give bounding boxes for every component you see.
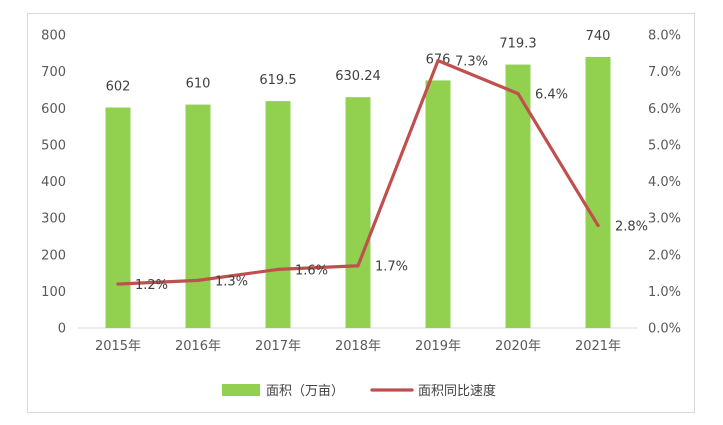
y-left-tick-label: 200 [41,248,66,263]
bar [345,97,371,329]
line-point [516,92,520,96]
bar [505,64,531,329]
y-right-tick-label: 3.0% [648,212,681,227]
legend-swatch-area [222,384,260,396]
bar-data-label: 719.3 [499,37,536,52]
y-left-tick-label: 100 [41,285,66,300]
bar [585,56,611,328]
line-data-label: 7.3% [455,55,488,70]
y-right-tick-label: 4.0% [648,175,681,190]
y-left-tick-label: 300 [41,212,66,227]
y-right-tick-label: 1.0% [648,285,681,300]
y-right-tick-label: 7.0% [648,65,681,80]
line-data-label: 2.8% [615,219,648,234]
bar-data-label: 610 [186,77,211,92]
legend-label-area: 面积（万亩） [266,383,344,399]
y-left-tick-label: 400 [41,175,66,190]
x-tick-label: 2017年 [255,339,301,354]
x-tick-label: 2018年 [335,339,381,354]
y-right-tick-label: 2.0% [648,248,681,263]
x-tick-label: 2021年 [575,339,621,354]
y-right-tick-label: 8.0% [648,29,681,44]
bar [105,107,131,328]
y-right-tick-label: 6.0% [648,102,681,117]
line-point [436,59,440,63]
y-left-tick-label: 0 [58,322,66,337]
bar-data-label: 740 [586,29,611,44]
line-point [116,282,120,286]
bar [265,101,291,328]
line-point [196,278,200,282]
bar-data-label: 619.5 [259,73,296,88]
bar-data-label: 630.24 [335,69,381,84]
y-left-tick-label: 600 [41,102,66,117]
y-left-tick-label: 700 [41,65,66,80]
line-point [596,223,600,228]
bar [425,80,451,328]
x-tick-label: 2015年 [95,339,141,354]
line-point [356,264,360,268]
bar-data-label: 602 [106,80,131,95]
legend-label-rate: 面积同比速度 [418,383,496,399]
line-data-label: 1.7% [375,260,408,275]
line-point [276,267,280,271]
x-tick-label: 2019年 [415,339,461,354]
y-right-tick-label: 5.0% [648,138,681,153]
x-tick-label: 2016年 [175,339,221,354]
line-data-label: 1.3% [215,274,248,289]
line-data-label: 1.6% [295,263,328,278]
line-data-label: 1.2% [135,278,168,293]
y-left-tick-label: 800 [41,29,66,44]
y-left-tick-label: 500 [41,138,66,153]
bar [185,104,211,329]
x-tick-label: 2020年 [495,339,541,354]
line-data-label: 6.4% [535,88,568,103]
y-right-tick-label: 0.0% [648,322,681,337]
